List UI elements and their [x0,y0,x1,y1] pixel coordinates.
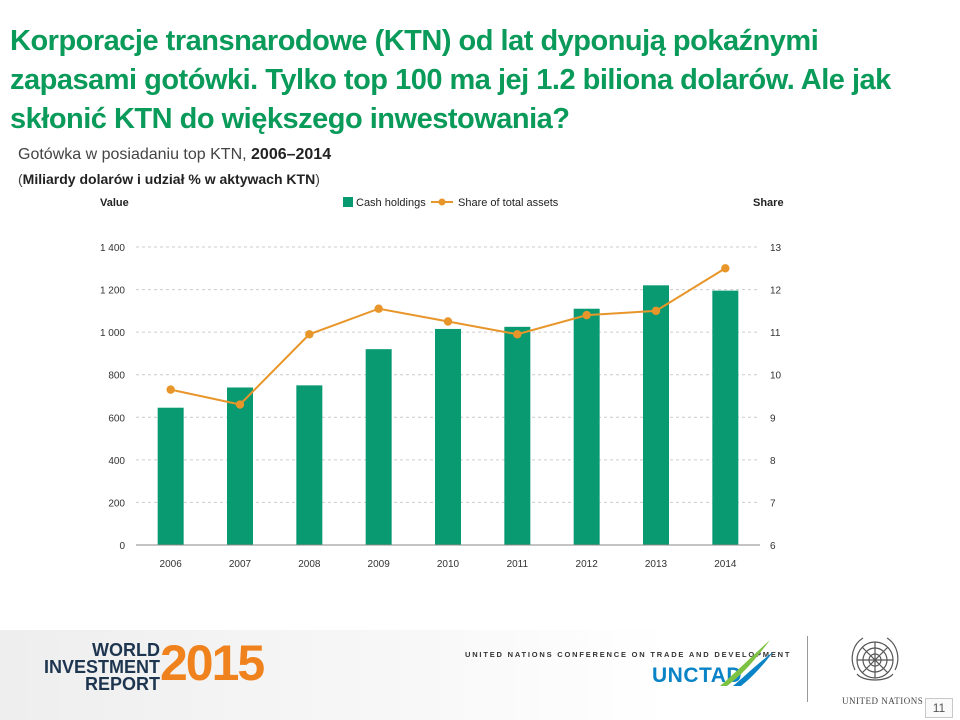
left-tick-label: 600 [108,413,125,424]
chart-subtitle: Gotówka w posiadaniu top KTN, 2006–2014 [18,146,331,164]
share-point-2010 [443,317,453,326]
bar-2014 [712,290,739,545]
bar-2010 [435,328,461,545]
bar-2009 [365,349,392,545]
wir-line-investment: INVESTMENT [43,657,160,677]
x-tick-label: 2006 [160,559,183,570]
left-tick-label: 800 [108,371,125,382]
right-tick-label: 7 [770,498,776,509]
share-point-2014 [721,264,730,273]
legend-label-share: Share of total assets [458,197,559,209]
units-open: ( [18,171,23,187]
left-axis-title: Value [100,197,129,209]
bar-2007 [227,387,253,545]
left-tick-label: 1 400 [100,243,125,254]
units-close: ) [315,171,320,187]
legend-swatch-cash-holdings [343,197,353,207]
x-tick-label: 2012 [576,559,599,570]
legend-marker-share [438,198,446,206]
share-point-2007 [235,400,245,409]
unctad-swoosh-icon [720,640,773,686]
unctad-full-name: UNITED NATIONS CONFERENCE ON TRADE AND D… [465,650,792,659]
slide-headline: Korporacje transnarodowe (KTN) od lat dy… [10,25,891,135]
bar-2006 [157,407,184,545]
left-tick-label: 400 [108,456,125,467]
bar-2013 [643,285,669,545]
wir-line-world: WORLD [92,640,160,660]
right-tick-label: 8 [770,456,776,467]
right-tick-label: 6 [770,541,776,552]
subtitle-prefix: Gotówka w posiadaniu top KTN, [18,146,252,163]
footer-divider [807,636,808,702]
wir-line-report: REPORT [84,674,160,694]
subtitle-years: 2006–2014 [251,146,332,163]
cash-holdings-chart: Value Share Cash holdings Share of total as… [100,197,784,570]
right-tick-label: 13 [770,243,782,254]
chart-units: (Miliardy dolarów i udział % w aktywach … [18,171,320,187]
un-label: UNITED NATIONS [842,696,924,706]
share-point-2008 [305,330,314,339]
units-text: Miliardy dolarów i udział % w aktywach K… [22,171,316,187]
wir-year: 2015 [160,635,265,691]
x-tick-label: 2013 [645,559,668,570]
bar-2011 [504,326,531,545]
right-tick-label: 11 [770,328,781,339]
footer-band [0,630,960,720]
right-axis-title: Share [753,197,784,209]
x-tick-label: 2010 [437,559,460,570]
share-point-2013 [651,306,661,316]
unctad-logo: UNCTAD [652,664,743,687]
left-tick-label: 0 [119,541,125,552]
right-tick-label: 10 [770,371,782,382]
share-point-2011 [513,330,522,339]
page-number: 11 [925,698,953,718]
x-tick-label: 2011 [507,559,529,570]
x-tick-label: 2009 [368,559,391,570]
share-point-2006 [166,385,175,394]
x-tick-label: 2007 [229,559,252,570]
share-point-2009 [374,304,383,313]
left-tick-label: 1 000 [100,328,125,339]
wir-logo-text: WORLD INVESTMENT REPORT [40,640,160,694]
right-tick-label: 12 [770,286,782,297]
bar-2012 [573,308,600,545]
share-point-2012 [582,310,591,320]
x-tick-label: 2008 [298,559,321,570]
left-tick-label: 200 [108,498,125,509]
footer: WORLD INVESTMENT REPORT 2015 UNITED NATI… [0,630,960,720]
bar-2008 [296,385,323,545]
left-tick-label: 1 200 [100,286,125,297]
un-emblem-icon [851,637,899,681]
right-tick-label: 9 [770,413,776,424]
x-tick-label: 2014 [714,559,737,570]
legend-label-cash-holdings: Cash holdings [356,197,426,209]
